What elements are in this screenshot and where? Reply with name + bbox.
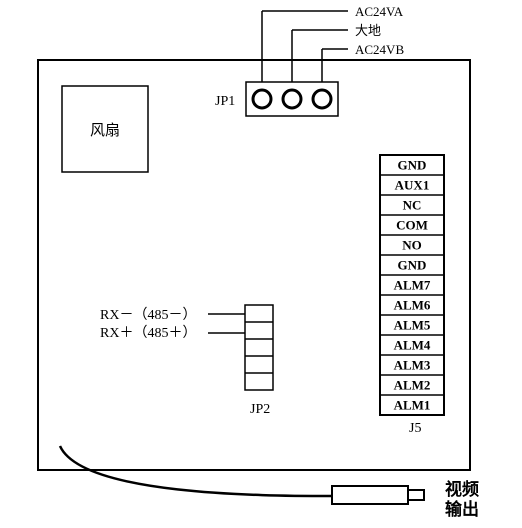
- j5-pin-label: ALM1: [394, 397, 431, 412]
- jp1-label: JP1: [215, 94, 235, 109]
- j5-pin-label: ALM5: [394, 317, 431, 332]
- jp1-wire-label: AC24VA: [355, 4, 404, 19]
- jp2-rx-label: RX－（485－）: [100, 307, 196, 323]
- video-connector-tip: [408, 490, 424, 500]
- jp1-wire-label: 大地: [355, 23, 381, 38]
- j5-pin-label: ALM4: [394, 337, 431, 352]
- j5-pin-label: GND: [398, 157, 427, 172]
- j5-pin-label: COM: [396, 217, 428, 232]
- j5-pin-label: GND: [398, 257, 427, 272]
- j5-pin-label: ALM2: [394, 377, 431, 392]
- jp2-label: JP2: [250, 402, 270, 417]
- jp2-rx-label: RX＋（485＋）: [100, 325, 196, 341]
- video-connector-body: [332, 486, 408, 504]
- j5-pin-label: ALM7: [394, 277, 431, 292]
- jp1-box: [246, 82, 338, 116]
- j5-pin-label: NO: [402, 237, 422, 252]
- j5-pin-label: ALM3: [394, 357, 431, 372]
- fan-label: 风扇: [90, 122, 120, 139]
- j5-label: J5: [409, 421, 421, 436]
- j5-pin-label: ALM6: [394, 297, 431, 312]
- j5-pin-label: AUX1: [395, 177, 430, 192]
- j5-pin-label: NC: [403, 197, 422, 212]
- video-label-1: 视频: [445, 479, 479, 499]
- jp1-wire-label: AC24VB: [355, 42, 404, 57]
- video-label-2: 输出: [445, 499, 479, 519]
